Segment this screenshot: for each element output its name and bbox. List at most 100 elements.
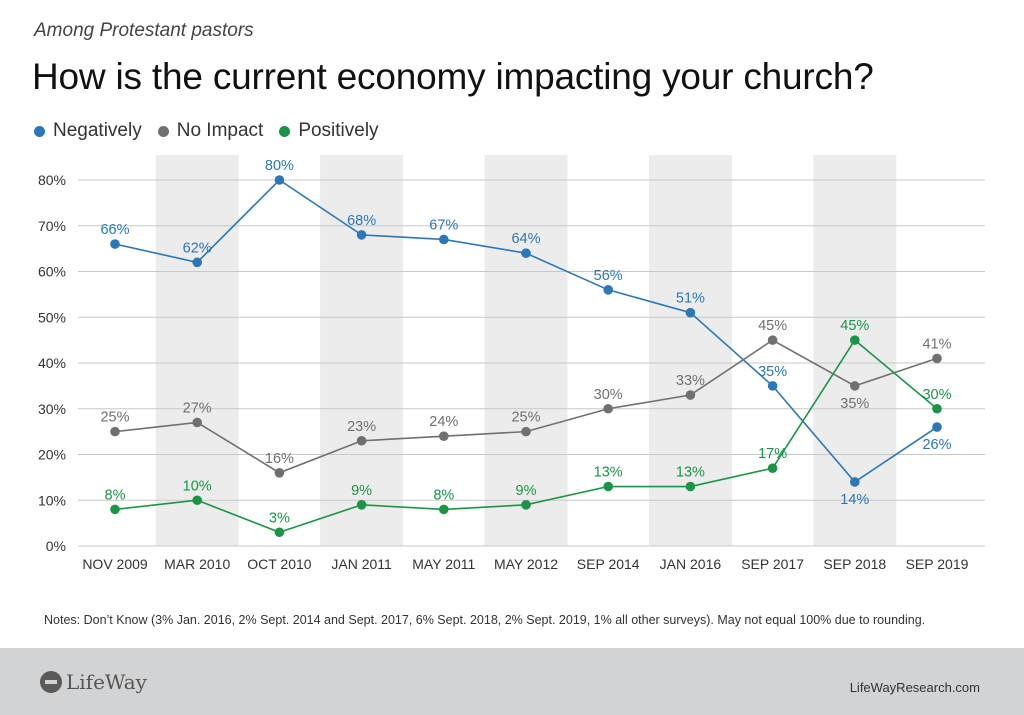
x-tick-label: SEP 2018	[823, 556, 886, 572]
legend: Negatively No Impact Positively	[34, 120, 379, 142]
line-chart: 0% 10% 20% 30% 40% 50% 60% 70% 80% NOV 2009 MAR 20…	[38, 155, 985, 572]
data-point	[603, 403, 613, 414]
data-point	[767, 463, 778, 474]
data-point	[850, 477, 860, 487]
y-tick-label: 0%	[46, 538, 66, 554]
legend-item-no-impact: No Impact	[157, 120, 264, 142]
y-tick-label: 80%	[38, 172, 66, 188]
data-point	[603, 285, 613, 295]
data-point	[356, 435, 367, 446]
data-point	[439, 234, 449, 245]
data-label: 45%	[758, 318, 787, 334]
data-label: 3%	[269, 510, 290, 526]
data-label: 45%	[840, 318, 869, 334]
data-label: 26%	[922, 437, 951, 453]
data-label: 23%	[347, 419, 376, 435]
legend-label-positively: Positively	[298, 120, 379, 141]
legend-dot-negatively	[34, 125, 45, 137]
data-label: 24%	[429, 414, 458, 430]
data-label: 41%	[922, 336, 951, 352]
data-point	[110, 239, 120, 249]
data-point	[521, 500, 531, 510]
data-label: 25%	[100, 410, 129, 426]
data-label: 80%	[265, 158, 294, 174]
data-point	[521, 426, 531, 437]
data-label: 9%	[351, 483, 372, 499]
data-point	[192, 417, 202, 428]
data-point	[110, 504, 120, 515]
data-label: 27%	[183, 400, 212, 416]
data-point	[850, 381, 860, 391]
data-point	[439, 504, 449, 515]
x-tick-label: JAN 2016	[660, 556, 722, 572]
data-label: 35%	[758, 364, 787, 380]
x-tick-label: OCT 2010	[247, 556, 312, 572]
y-tick-label: 10%	[38, 492, 66, 508]
data-label: 8%	[105, 487, 126, 503]
data-label: 25%	[511, 410, 540, 426]
data-point	[767, 381, 778, 391]
data-point	[932, 422, 942, 432]
legend-item-positively: Positively	[279, 120, 379, 142]
data-label: 62%	[183, 240, 212, 256]
data-label: 64%	[511, 231, 540, 247]
x-tick-label: SEP 2014	[577, 556, 640, 572]
legend-dot-no-impact	[157, 125, 169, 137]
data-label: 68%	[347, 213, 376, 229]
y-tick-label: 30%	[38, 401, 66, 417]
y-tick-label: 60%	[38, 264, 66, 280]
data-label: 35%	[840, 396, 869, 412]
x-tick-label: MAR 2010	[164, 556, 230, 572]
column-band	[155, 155, 239, 546]
data-point	[110, 426, 120, 437]
legend-item-negatively: Negatively	[34, 120, 142, 142]
x-tick-label: SEP 2017	[741, 556, 804, 572]
y-tick-label: 70%	[38, 218, 66, 234]
data-point	[603, 481, 613, 492]
data-point	[932, 353, 942, 364]
data-point	[439, 431, 449, 442]
legend-label-negatively: Negatively	[53, 120, 142, 141]
x-tick-label: MAY 2011	[412, 556, 475, 572]
data-label: 30%	[922, 387, 951, 403]
y-tick-label: 50%	[38, 309, 66, 325]
data-point	[685, 481, 696, 492]
y-tick-label: 20%	[38, 447, 66, 463]
data-label: 30%	[594, 387, 623, 403]
website-link[interactable]: LifeWayResearch.com	[849, 680, 980, 695]
data-point	[685, 307, 696, 318]
data-point	[274, 468, 285, 478]
data-label: 10%	[183, 478, 212, 494]
legend-label-no-impact: No Impact	[176, 120, 264, 141]
footer: LifeWay LifeWayResearch.com	[0, 648, 1024, 715]
data-point	[767, 335, 778, 345]
data-point	[192, 257, 202, 268]
data-label: 56%	[594, 268, 623, 284]
lifeway-logo-icon	[40, 671, 62, 693]
data-label: 13%	[594, 465, 623, 481]
data-label: 14%	[840, 492, 869, 508]
x-tick-label: SEP 2019	[906, 556, 969, 572]
data-point	[932, 403, 942, 414]
lifeway-logo-text: LifeWay	[66, 670, 147, 694]
column-band	[484, 155, 568, 546]
data-label: 66%	[100, 222, 129, 238]
y-tick-label: 40%	[38, 355, 66, 371]
data-label: 13%	[676, 465, 705, 481]
data-label: 9%	[516, 483, 537, 499]
data-point	[274, 175, 285, 185]
series-negatively: 66% 62% 80% 68% 67% 64% 56% 51% 35% 14% 26%	[100, 158, 951, 508]
column-band	[813, 155, 897, 546]
data-point	[274, 527, 285, 538]
data-point	[356, 500, 367, 510]
data-label: 33%	[676, 373, 705, 389]
legend-dot-positively	[279, 125, 291, 137]
data-point	[356, 230, 367, 240]
x-tick-label: NOV 2009	[82, 556, 148, 572]
x-tick-label: JAN 2011	[331, 556, 392, 572]
data-point	[192, 495, 202, 506]
chart-notes: Notes: Don’t Know (3% Jan. 2016, 2% Sept…	[44, 613, 926, 627]
data-point	[685, 390, 696, 400]
data-point	[850, 335, 860, 345]
data-label: 16%	[265, 451, 294, 467]
